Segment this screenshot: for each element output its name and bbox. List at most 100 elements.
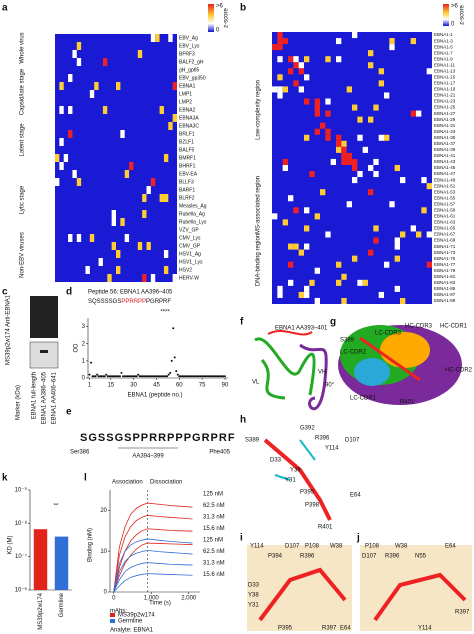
logo-start: Ser386: [70, 450, 90, 456]
residue-label: HC-CDR3: [405, 324, 433, 330]
heatmap-cell: [72, 170, 77, 178]
row-label: Rubella_Lys: [179, 219, 207, 225]
heatmap-cell: [282, 158, 288, 165]
heatmap-cell: [277, 38, 283, 45]
heatmap-cell: [124, 170, 130, 178]
point: [163, 375, 166, 378]
point: [144, 375, 147, 378]
row-label: CMV_Lys: [179, 235, 201, 241]
x-tick-label: 1: [88, 383, 92, 389]
heatmap-cell: [76, 42, 82, 50]
point: [120, 371, 123, 374]
residue-label: LC-CDR2: [340, 350, 367, 356]
y-tick-label: 0: [82, 376, 86, 382]
heatmap-cell: [59, 106, 64, 114]
legend-swatch: [110, 619, 115, 623]
lane-label: EBNA1 AA386–405: [42, 371, 48, 424]
heatmap-cell: [368, 249, 374, 256]
row-label: BZLF1: [179, 139, 194, 145]
row-label: gH_gp85: [179, 67, 200, 73]
heatmap-cell: [72, 50, 77, 58]
heatmap-cell: [421, 207, 427, 214]
y-tick-label: 1: [82, 358, 86, 364]
heatmap-cell: [389, 201, 395, 208]
row-label: EBNA1-17: [434, 81, 456, 86]
point: [195, 375, 198, 378]
residue-label: D107: [285, 544, 300, 550]
heatmap-cell: [352, 177, 358, 184]
residue-label: HC-CDR2: [445, 368, 473, 374]
row-label: EBV-EA: [179, 171, 198, 177]
residue-label: Y114: [418, 626, 432, 632]
point: [112, 375, 115, 378]
residue-label: E64: [445, 544, 456, 550]
residue-label: VL: [252, 380, 260, 386]
residue-label: 90°: [325, 383, 335, 389]
point: [115, 375, 118, 378]
heatmap-cell: [111, 242, 116, 250]
residue-label: N55: [415, 554, 427, 560]
point: [190, 375, 193, 378]
row-label: EBNA1-69: [434, 238, 456, 243]
heatmap-cell: [320, 122, 326, 129]
analyte: Analyte: EBNA1: [110, 628, 154, 634]
colorbar-max: >6: [216, 4, 224, 10]
heatmap-cell: [85, 266, 90, 274]
point: [138, 375, 141, 378]
point: [192, 375, 194, 378]
point: [213, 375, 216, 378]
panel-label: j: [356, 533, 360, 544]
residue-label: P395: [278, 626, 293, 632]
heatmap-cell: [129, 162, 134, 170]
heatmap-cell: [282, 219, 288, 226]
heatmap-cell: [124, 234, 130, 242]
heatmap-cell: [384, 134, 390, 141]
heatmap-cell: [172, 82, 177, 90]
point: [210, 375, 213, 378]
row-label: HERV-W: [179, 275, 199, 281]
row-label: EBNA1-67: [434, 232, 456, 237]
row-label: EBNA1-1: [434, 32, 453, 37]
heatmap-cell: [59, 138, 64, 146]
y-tick-label: 20: [100, 508, 107, 514]
y-tick-label: 3: [82, 324, 86, 330]
panel-label: g: [330, 317, 336, 328]
ribbon: [254, 337, 316, 400]
row-label: EBNA1-89: [434, 298, 456, 303]
heatmap-cell: [357, 171, 363, 178]
row-label: EBNA1-11: [434, 62, 455, 67]
point: [217, 375, 220, 378]
row-label: CMV_GP: [179, 243, 201, 249]
point: [128, 375, 131, 378]
x-tick-label: Germline: [59, 592, 65, 617]
row-label: EBNA1-61: [434, 214, 456, 219]
heatmap-cell: [394, 237, 400, 244]
row-label: LMP1: [179, 91, 192, 97]
axis: [87, 318, 228, 379]
heatmap-cell: [76, 234, 82, 242]
point: [175, 370, 178, 373]
heatmap-cell: [426, 183, 432, 190]
heatmap-cell: [304, 74, 310, 81]
point: [114, 375, 117, 378]
bar: [54, 536, 69, 590]
point: [140, 375, 143, 378]
heatmap-cell: [142, 194, 147, 202]
point: [149, 375, 152, 378]
point: [93, 375, 96, 378]
row-label: EBNA1-55: [434, 195, 456, 200]
row-label: EBNA1-75: [434, 256, 456, 261]
heatmap-cell: [352, 32, 358, 39]
heatmap-cell: [288, 243, 294, 250]
heatmap-cell: [325, 231, 331, 238]
heatmap-cell: [378, 80, 384, 87]
residue-label: R396: [315, 436, 330, 442]
heatmap-cell: [55, 154, 60, 162]
row-label: BALF5: [179, 147, 195, 153]
heatmap-cell: [341, 158, 347, 165]
residue-label: R396: [300, 554, 315, 560]
point: [122, 375, 124, 378]
y-tick-label: 10⁻⁸: [15, 520, 28, 527]
antibody-label: MS39p2w174 Anti-EBNA1: [6, 294, 12, 365]
row-label: HSV1_Ag: [179, 251, 201, 257]
